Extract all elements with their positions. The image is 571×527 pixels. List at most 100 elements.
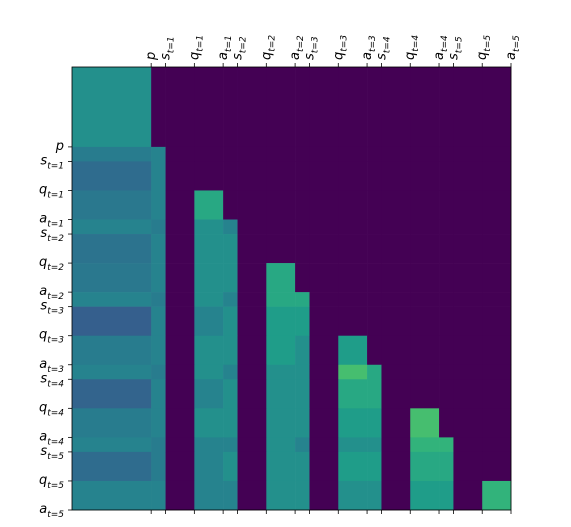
heatmap-cell bbox=[72, 190, 152, 220]
heatmap-cell bbox=[381, 306, 411, 337]
heatmap-cell bbox=[194, 480, 224, 511]
heatmap-cell bbox=[295, 161, 310, 191]
heatmap-cell bbox=[482, 234, 512, 264]
heatmap-cell bbox=[439, 306, 454, 337]
heatmap-cell bbox=[338, 437, 368, 453]
heatmap-cell bbox=[295, 67, 310, 148]
heatmap-cell bbox=[381, 364, 411, 380]
heatmap-cell bbox=[266, 263, 296, 293]
heatmap-cell bbox=[151, 451, 166, 482]
heatmap-cell bbox=[266, 67, 296, 148]
x-tick-label: qt=3 bbox=[331, 35, 349, 60]
heatmap-cell bbox=[295, 219, 310, 235]
heatmap-cell bbox=[237, 190, 267, 220]
heatmap-cell bbox=[72, 364, 152, 380]
heatmap-cell bbox=[367, 263, 382, 293]
heatmap-cell bbox=[194, 451, 224, 482]
heatmap-cell bbox=[482, 67, 512, 148]
heatmap-cell bbox=[453, 437, 483, 453]
x-tick-label: at=1 bbox=[216, 35, 234, 60]
heatmap-cell bbox=[72, 234, 152, 264]
heatmap-cell bbox=[237, 480, 267, 511]
heatmap-cell bbox=[367, 364, 382, 380]
heatmap-cell bbox=[266, 480, 296, 511]
heatmap-cell bbox=[367, 219, 382, 235]
heatmap-cell bbox=[367, 292, 382, 307]
heatmap-cell bbox=[410, 234, 440, 264]
heatmap-cell bbox=[367, 451, 382, 482]
heatmap-cell bbox=[72, 146, 152, 162]
heatmap-cell bbox=[223, 146, 238, 162]
heatmap-cell bbox=[410, 161, 440, 191]
heatmap-cell bbox=[309, 451, 339, 482]
heatmap-cell bbox=[367, 190, 382, 220]
heatmap-cell bbox=[410, 408, 440, 438]
heatmap-cell bbox=[295, 292, 310, 307]
heatmap-cell bbox=[439, 364, 454, 380]
heatmap-cell bbox=[266, 379, 296, 409]
heatmap-cell bbox=[237, 234, 267, 264]
heatmap-cell bbox=[482, 161, 512, 191]
heatmap-cell bbox=[151, 480, 166, 511]
heatmap-cell bbox=[72, 335, 152, 366]
heatmap-cell bbox=[453, 335, 483, 366]
heatmap-cell bbox=[165, 263, 195, 293]
heatmap-cell bbox=[237, 306, 267, 337]
y-tick-label: at=1 bbox=[39, 212, 64, 230]
heatmap-cell bbox=[165, 161, 195, 191]
heatmap-cell bbox=[194, 263, 224, 293]
heatmap-cell bbox=[453, 480, 483, 511]
heatmap-cell bbox=[266, 335, 296, 366]
heatmap-cell bbox=[381, 451, 411, 482]
x-tick-label: qt=2 bbox=[259, 35, 277, 60]
heatmap-cell bbox=[338, 190, 368, 220]
heatmap-cell bbox=[151, 234, 166, 264]
heatmap-cell bbox=[482, 379, 512, 409]
heatmap-cell bbox=[439, 146, 454, 162]
heatmap-cell bbox=[453, 219, 483, 235]
heatmap-cell bbox=[367, 437, 382, 453]
heatmap-cell bbox=[165, 190, 195, 220]
heatmap-cell bbox=[237, 263, 267, 293]
heatmap-cell bbox=[410, 67, 440, 148]
heatmap-cell bbox=[439, 335, 454, 366]
heatmap-cell bbox=[309, 335, 339, 366]
heatmap-cell bbox=[309, 408, 339, 438]
heatmap-cell bbox=[194, 408, 224, 438]
heatmap-cell bbox=[338, 480, 368, 511]
heatmap-cell bbox=[194, 364, 224, 380]
heatmap-cell bbox=[309, 146, 339, 162]
heatmap-cell bbox=[295, 190, 310, 220]
heatmap-cell bbox=[165, 67, 195, 148]
heatmap-cell bbox=[165, 306, 195, 337]
heatmap-cell bbox=[367, 234, 382, 264]
heatmap-cell bbox=[165, 335, 195, 366]
heatmap-cell bbox=[72, 451, 152, 482]
heatmap-cell bbox=[410, 292, 440, 307]
heatmap-cell bbox=[194, 161, 224, 191]
heatmap-cell bbox=[295, 408, 310, 438]
heatmap-cell bbox=[367, 379, 382, 409]
heatmap-cell bbox=[482, 480, 512, 511]
heatmap-cell bbox=[410, 451, 440, 482]
heatmap-cell bbox=[237, 437, 267, 453]
heatmap-cell bbox=[338, 451, 368, 482]
heatmap-cell bbox=[453, 364, 483, 380]
heatmap-cell bbox=[453, 379, 483, 409]
heatmap-cell bbox=[165, 292, 195, 307]
heatmap-cell bbox=[237, 408, 267, 438]
heatmap-cell bbox=[72, 161, 152, 191]
y-tick-label: qt=4 bbox=[39, 400, 64, 418]
heatmap-cell bbox=[482, 306, 512, 337]
heatmap-cell bbox=[223, 408, 238, 438]
heatmap-cell bbox=[367, 306, 382, 337]
heatmap-cell bbox=[309, 190, 339, 220]
heatmap-cell bbox=[381, 379, 411, 409]
heatmap-cell bbox=[410, 437, 440, 453]
heatmap-cell bbox=[223, 437, 238, 453]
x-tick-label: st=5 bbox=[446, 36, 464, 60]
heatmap-cell bbox=[151, 190, 166, 220]
heatmap-cell bbox=[72, 379, 152, 409]
heatmap-cell bbox=[151, 437, 166, 453]
heatmap-cell bbox=[338, 306, 368, 337]
